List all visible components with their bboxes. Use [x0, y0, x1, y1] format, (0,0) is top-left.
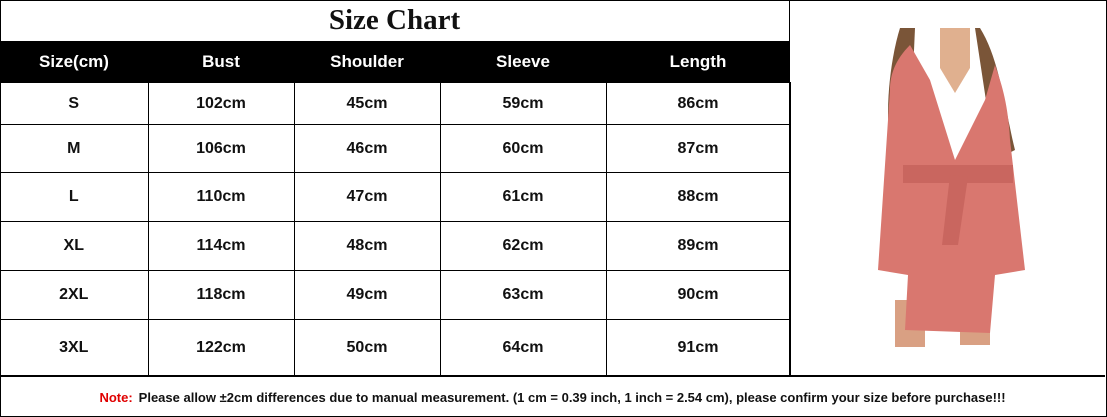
- measurement-cell: 110cm: [147, 172, 295, 222]
- size-cell: XL: [0, 221, 149, 271]
- table-row: M 106cm 46cm 60cm 87cm: [0, 124, 791, 173]
- note-bar: Note: Please allow ±2cm differences due …: [0, 375, 1105, 417]
- column-header: Bust: [148, 41, 294, 83]
- size-cell: M: [0, 124, 149, 173]
- column-header: Length: [606, 41, 790, 83]
- column-header: Shoulder: [294, 41, 440, 83]
- measurement-cell: 45cm: [293, 82, 441, 125]
- note-label: Note:: [99, 389, 133, 405]
- measurement-cell: 47cm: [293, 172, 441, 222]
- measurement-cell: 86cm: [605, 82, 791, 125]
- table-row: S 102cm 45cm 59cm 86cm: [0, 82, 791, 125]
- measurement-cell: 63cm: [439, 270, 607, 320]
- header-row: Size(cm) Bust Shoulder Sleeve Length: [0, 41, 790, 83]
- note-text: Please allow ±2cm differences due to man…: [138, 389, 1006, 405]
- measurement-cell: 122cm: [147, 319, 295, 376]
- size-cell: L: [0, 172, 149, 222]
- size-cell: 2XL: [0, 270, 149, 320]
- measurement-cell: 64cm: [439, 319, 607, 376]
- measurement-cell: 91cm: [605, 319, 791, 376]
- measurement-cell: 62cm: [439, 221, 607, 271]
- measurement-cell: 114cm: [147, 221, 295, 271]
- measurement-cell: 61cm: [439, 172, 607, 222]
- size-cell: S: [0, 82, 149, 125]
- size-cell: 3XL: [0, 319, 149, 376]
- product-image: [789, 0, 1106, 375]
- table-row: L 110cm 47cm 61cm 88cm: [0, 172, 791, 222]
- measurement-cell: 87cm: [605, 124, 791, 173]
- column-header: Size(cm): [0, 41, 148, 83]
- measurement-cell: 90cm: [605, 270, 791, 320]
- measurement-cell: 59cm: [439, 82, 607, 125]
- table-row: 2XL 118cm 49cm 63cm 90cm: [0, 270, 791, 320]
- measurement-cell: 88cm: [605, 172, 791, 222]
- measurement-cell: 118cm: [147, 270, 295, 320]
- robe-illustration: [878, 28, 1025, 347]
- measurement-cell: 89cm: [605, 221, 791, 271]
- measurement-cell: 48cm: [293, 221, 441, 271]
- measurement-cell: 106cm: [147, 124, 295, 173]
- size-table: Size(cm) Bust Shoulder Sleeve Length S 102cm 4…: [0, 41, 791, 376]
- measurement-cell: 60cm: [439, 124, 607, 173]
- measurement-cell: 50cm: [293, 319, 441, 376]
- column-header: Sleeve: [440, 41, 606, 83]
- table-row: XL 114cm 48cm 62cm 89cm: [0, 221, 791, 271]
- table-row: 3XL 122cm 50cm 64cm 91cm: [0, 319, 791, 376]
- measurement-cell: 46cm: [293, 124, 441, 173]
- measurement-cell: 102cm: [147, 82, 295, 125]
- measurement-cell: 49cm: [293, 270, 441, 320]
- chart-title: Size Chart: [328, 4, 461, 36]
